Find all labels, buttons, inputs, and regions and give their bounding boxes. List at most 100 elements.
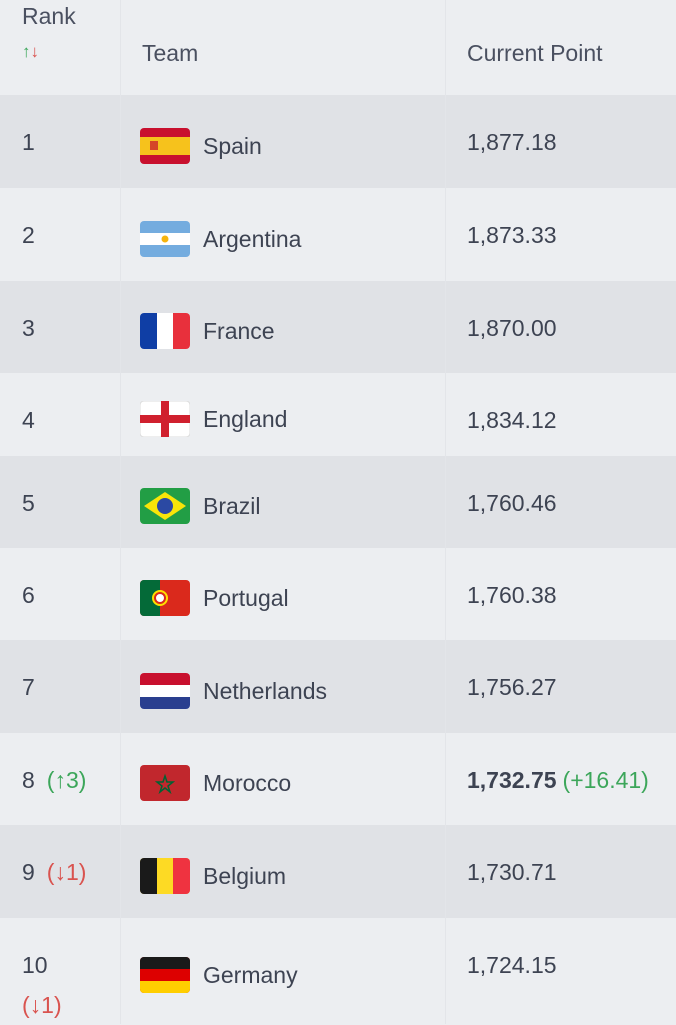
table-row[interactable]: 6 Portugal 1,760.38 — [0, 548, 676, 640]
rank: 6 — [22, 582, 35, 608]
flag-icon — [140, 313, 190, 349]
points-cell: 1,760.46 — [445, 456, 676, 548]
rank: 5 — [22, 490, 35, 516]
table-row[interactable]: 4 England 1,834.12 — [0, 373, 676, 456]
flag-icon — [140, 128, 190, 164]
table-row[interactable]: 10 (↓1) Germany 1,724.15 — [0, 918, 676, 1024]
rank-text: 3 — [22, 308, 112, 348]
table-row[interactable]: 7 Netherlands 1,756.27 — [0, 640, 676, 733]
team-cell: France — [120, 281, 446, 373]
points-cell: 1,730.71 — [445, 825, 676, 918]
rank-cell: 2 — [0, 188, 121, 281]
table-row[interactable]: 3 France 1,870.00 — [0, 281, 676, 373]
table-header: Rank ↑↓ Team Current Point — [0, 0, 676, 95]
rank-text: 4 — [22, 400, 112, 440]
rank-cell: 4 — [0, 373, 121, 456]
team-name: Netherlands — [203, 678, 328, 704]
rank-cell: 7 — [0, 640, 121, 733]
points-change: (+16.41) — [562, 767, 649, 793]
points: 1,760.46 — [467, 490, 557, 516]
team-name: Belgium — [203, 863, 287, 889]
points: 1,877.18 — [467, 129, 557, 155]
points: 1,760.38 — [467, 582, 557, 608]
points: 1,870.00 — [467, 315, 557, 341]
rank-cell: 1 — [0, 95, 121, 188]
points-text: 1,724.15 — [467, 945, 557, 985]
points-cell: 1,760.38 — [445, 548, 676, 640]
rank: 10 — [22, 952, 48, 978]
points-text: 1,834.12 — [467, 400, 557, 440]
points-cell: 1,756.27 — [445, 640, 676, 733]
points-cell: 1,834.12 — [445, 373, 676, 456]
flag-icon — [140, 488, 190, 524]
table-row[interactable]: 5 Brazil 1,760.46 — [0, 456, 676, 548]
points: 1,732.75 — [467, 767, 557, 793]
sort-up[interactable]: ↑ — [22, 42, 31, 61]
team-name: Argentina — [203, 226, 302, 252]
points-text: 1,756.27 — [467, 667, 557, 707]
flag-icon — [140, 765, 190, 801]
team-cell: Netherlands — [120, 640, 446, 733]
rank: 8 — [22, 767, 35, 793]
team-cell: Brazil — [120, 456, 446, 548]
points-text: 1,877.18 — [467, 122, 557, 162]
rank-text: 5 — [22, 483, 112, 523]
rank-change: (↓1) — [22, 992, 62, 1018]
points-header: Current Point — [467, 40, 603, 66]
points-cell: 1,732.75 (+16.41) — [445, 733, 676, 825]
header-cell: Rank ↑↓ — [0, 0, 121, 95]
points: 1,730.71 — [467, 859, 557, 885]
header-cell: Team — [120, 0, 446, 95]
flag-icon — [140, 673, 190, 709]
rank: 2 — [22, 222, 35, 248]
rank-cell: 6 — [0, 548, 121, 640]
team-cell: England — [120, 373, 446, 456]
rank: 9 — [22, 859, 35, 885]
rank-change: (↓1) — [46, 859, 87, 885]
points: 1,873.33 — [467, 222, 557, 248]
points-cell: 1,873.33 — [445, 188, 676, 281]
table-row[interactable]: 2 Argentina 1,873.33 — [0, 188, 676, 281]
points-cell: 1,877.18 — [445, 95, 676, 188]
rank-cell: 9 (↓1) — [0, 825, 121, 918]
team-name: England — [203, 406, 288, 432]
flag-icon — [140, 580, 190, 616]
rank-cell: 5 — [0, 456, 121, 548]
flag-icon — [140, 957, 190, 993]
rank-text: 10 (↓1) — [22, 945, 112, 1025]
header-cell: Current Point — [445, 0, 676, 95]
points-text: 1,873.33 — [467, 215, 557, 255]
sort-down[interactable]: ↓ — [30, 42, 40, 61]
table-row[interactable]: 8 (↑3) Morocco 1,732.75 (+16.41) — [0, 733, 676, 825]
table-row[interactable]: 1 Spain 1,877.18 — [0, 95, 676, 188]
rank-cell: 8 (↑3) — [0, 733, 121, 825]
rank-text: 6 — [22, 575, 112, 615]
rank: 1 — [22, 129, 35, 155]
team-name: Portugal — [203, 585, 289, 611]
points-text: 1,760.46 — [467, 483, 557, 523]
rank: 4 — [22, 407, 35, 433]
team-name: Spain — [203, 133, 262, 159]
rank: 3 — [22, 315, 35, 341]
points-cell: 1,870.00 — [445, 281, 676, 373]
team-cell: Spain — [120, 95, 446, 188]
table-row[interactable]: 9 (↓1) Belgium 1,730.71 — [0, 825, 676, 918]
team-cell: Portugal — [120, 548, 446, 640]
rank-cell: 10 (↓1) — [0, 918, 121, 1024]
rank: 7 — [22, 674, 35, 700]
flag-icon — [140, 858, 190, 894]
flag-icon — [140, 401, 190, 437]
rank-text: 7 — [22, 667, 112, 707]
sort-icon[interactable]: ↑↓ — [22, 42, 39, 62]
team-name: France — [203, 318, 275, 344]
team-cell: Morocco — [120, 733, 446, 825]
team-name: Morocco — [203, 770, 292, 796]
rank-header: Rank — [22, 3, 76, 29]
points-text: 1,730.71 — [467, 852, 557, 892]
team-cell: Argentina — [120, 188, 446, 281]
points: 1,834.12 — [467, 407, 557, 433]
team-name: Germany — [203, 962, 298, 988]
rank-text: 2 — [22, 215, 112, 255]
flag-icon — [140, 221, 190, 257]
